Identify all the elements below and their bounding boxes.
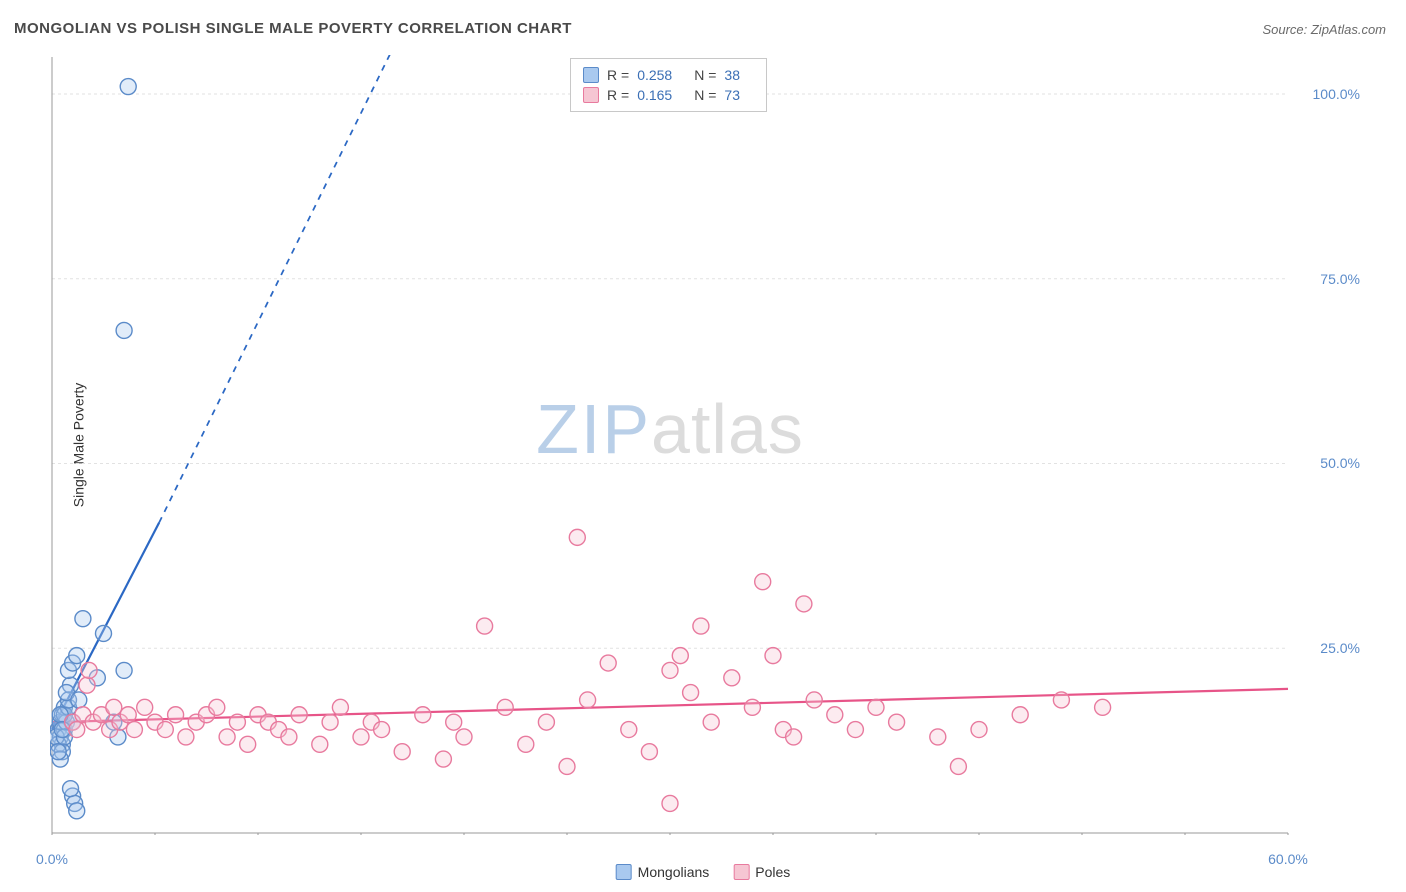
n-value: 38 — [724, 67, 740, 83]
legend-swatch — [616, 864, 632, 880]
legend-row: R = 0.165 N = 73 — [583, 85, 754, 105]
scatter-point — [796, 596, 812, 612]
scatter-point — [559, 758, 575, 774]
y-tick-label: 50.0% — [1320, 455, 1360, 471]
scatter-point — [950, 758, 966, 774]
scatter-point — [868, 699, 884, 715]
r-label: R = — [607, 87, 629, 103]
scatter-point — [456, 729, 472, 745]
y-tick-label: 25.0% — [1320, 640, 1360, 656]
chart-area: Single Male Poverty ZIPatlas 25.0%50.0%7… — [50, 55, 1290, 835]
scatter-point — [497, 699, 513, 715]
scatter-point — [116, 322, 132, 338]
scatter-point — [322, 714, 338, 730]
scatter-point — [765, 648, 781, 664]
scatter-point — [1053, 692, 1069, 708]
scatter-point — [81, 662, 97, 678]
scatter-point — [394, 744, 410, 760]
scatter-point — [930, 729, 946, 745]
scatter-point — [69, 648, 85, 664]
scatter-point — [79, 677, 95, 693]
scatter-point — [71, 692, 87, 708]
scatter-point — [755, 574, 771, 590]
scatter-point — [219, 729, 235, 745]
r-value: 0.165 — [637, 87, 672, 103]
scatter-point — [75, 611, 91, 627]
x-tick-label: 0.0% — [36, 851, 68, 867]
scatter-point — [672, 648, 688, 664]
scatter-point — [538, 714, 554, 730]
scatter-point — [240, 736, 256, 752]
scatter-point — [446, 714, 462, 730]
n-value: 73 — [724, 87, 740, 103]
scatter-point — [120, 707, 136, 723]
chart-title: MONGOLIAN VS POLISH SINGLE MALE POVERTY … — [14, 20, 572, 37]
scatter-point — [106, 699, 122, 715]
scatter-point — [600, 655, 616, 671]
scatter-point — [312, 736, 328, 752]
scatter-point — [96, 625, 112, 641]
n-label: N = — [694, 87, 716, 103]
scatter-point — [662, 662, 678, 678]
scatter-point — [435, 751, 451, 767]
scatter-point — [291, 707, 307, 723]
scatter-point — [209, 699, 225, 715]
series-legend: Mongolians Poles — [616, 864, 791, 880]
scatter-point — [374, 722, 390, 738]
x-tick-label: 60.0% — [1268, 851, 1308, 867]
source-label: Source: ZipAtlas.com — [1262, 22, 1386, 37]
scatter-point — [477, 618, 493, 634]
scatter-point — [971, 722, 987, 738]
scatter-point — [229, 714, 245, 730]
scatter-point — [157, 722, 173, 738]
legend-label: Poles — [755, 864, 790, 880]
scatter-point — [415, 707, 431, 723]
scatter-point — [1095, 699, 1111, 715]
legend-swatch — [733, 864, 749, 880]
legend-row: R = 0.258 N = 38 — [583, 65, 754, 85]
scatter-point — [580, 692, 596, 708]
scatter-point — [69, 722, 85, 738]
scatter-point — [168, 707, 184, 723]
scatter-point — [889, 714, 905, 730]
scatter-point — [126, 722, 142, 738]
scatter-point — [569, 529, 585, 545]
scatter-point — [1012, 707, 1028, 723]
scatter-point — [332, 699, 348, 715]
scatter-point — [353, 729, 369, 745]
scatter-point — [693, 618, 709, 634]
scatter-point — [703, 714, 719, 730]
scatter-plot — [50, 55, 1290, 835]
scatter-point — [662, 795, 678, 811]
legend-item: Mongolians — [616, 864, 710, 880]
legend-label: Mongolians — [638, 864, 710, 880]
legend-swatch — [583, 87, 599, 103]
scatter-point — [641, 744, 657, 760]
y-tick-label: 100.0% — [1313, 86, 1360, 102]
y-tick-label: 75.0% — [1320, 271, 1360, 287]
scatter-point — [621, 722, 637, 738]
n-label: N = — [694, 67, 716, 83]
scatter-point — [50, 744, 66, 760]
scatter-point — [806, 692, 822, 708]
scatter-point — [63, 781, 79, 797]
scatter-point — [724, 670, 740, 686]
legend-item: Poles — [733, 864, 790, 880]
correlation-legend: R = 0.258 N = 38 R = 0.165 N = 73 — [570, 58, 767, 112]
scatter-point — [827, 707, 843, 723]
scatter-point — [178, 729, 194, 745]
r-value: 0.258 — [637, 67, 672, 83]
scatter-point — [120, 79, 136, 95]
scatter-point — [116, 662, 132, 678]
scatter-point — [69, 803, 85, 819]
scatter-point — [518, 736, 534, 752]
legend-swatch — [583, 67, 599, 83]
scatter-point — [683, 685, 699, 701]
scatter-point — [847, 722, 863, 738]
scatter-point — [281, 729, 297, 745]
scatter-point — [786, 729, 802, 745]
scatter-point — [137, 699, 153, 715]
scatter-point — [744, 699, 760, 715]
r-label: R = — [607, 67, 629, 83]
